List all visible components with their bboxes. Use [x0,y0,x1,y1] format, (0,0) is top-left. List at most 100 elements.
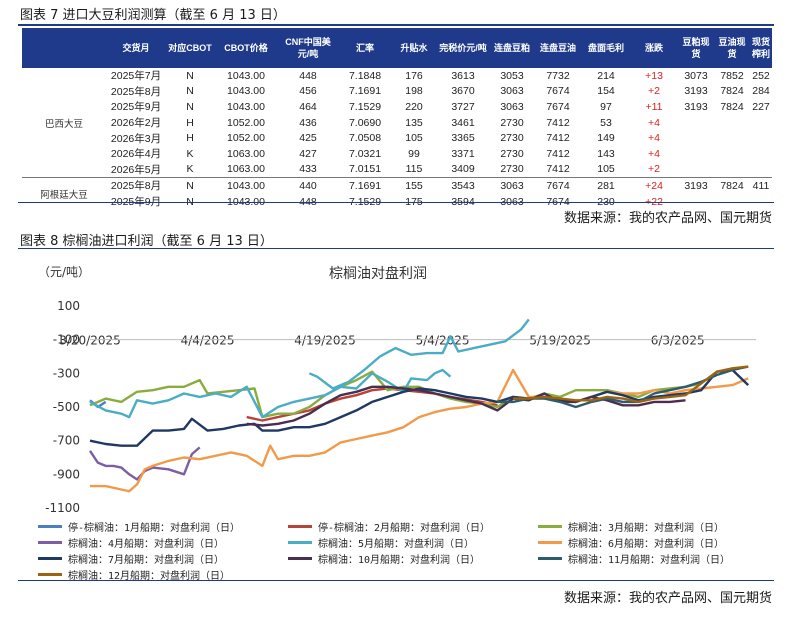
table-cell: N [166,194,214,210]
table-cell: 7674 [534,177,582,194]
table-cell: 433 [299,163,317,176]
soybean-profit-table: 交货月 对应CBOT CBOT价格 CNF中国美元/吨 汇率 升贴水 完税价元/吨 连盘豆粕连… [22,28,772,210]
table-cell: 2026年2月 [110,117,162,130]
legend-swatch [288,524,312,528]
origin-label: 阿根廷大豆 [22,177,106,210]
table-cell [750,162,772,178]
table-cell: 3594 [451,195,475,208]
table-cell: 7412 [546,147,570,160]
figure7-top-rule [18,24,774,26]
x-tick-label: 5/4/2025 [416,334,470,348]
table-cell: +11 [645,100,663,113]
legend-item: 棕榈油：10月船期：对盘利润（日） [288,550,480,566]
table-cell: 7412 [546,163,570,176]
table-cell: 1043.00 [227,100,265,113]
series-line [246,385,686,427]
series-line [89,368,750,447]
figure7-title: 图表 7 进口大豆利润测算（截至 6 月 13 日） [20,8,286,23]
table-cell: +4 [648,147,660,160]
table-cell: 7824 [720,85,744,98]
legend-item: 停-棕榈油：1月船期：对盘利润（日） [38,518,240,534]
table-cell: +2 [648,85,660,98]
table-cell: 3053 [500,69,524,82]
legend-label: 棕榈油：3月船期：对盘利润（日） [568,522,725,534]
table-cell: N [186,100,194,113]
x-tick-label: 3/20/2025 [59,334,121,348]
table-cell [678,130,714,146]
table-cell: 3063 [500,195,524,208]
table-cell: +22 [645,195,663,208]
column-header: CBOT价格 [214,28,278,68]
legend-item: 棕榈油：7月船期：对盘利润（日） [38,550,224,566]
table-cell: 456 [299,85,317,98]
table-cell: +2 [648,163,660,176]
table-cell: 176 [405,69,423,82]
figure7-source: 数据来源：我的农产品网、国元期货 [563,211,772,226]
series-line [89,368,452,419]
table-cell: 440 [278,177,338,194]
table-cell: +4 [648,116,660,129]
table-row: 2026年5月 K 1063.00 433 7.0151 115 3409 2730 7412 1… [22,162,772,178]
table-cell [750,130,772,146]
column-header: 连盘豆油 [534,28,582,68]
x-tick-label: 4/19/2025 [294,334,356,348]
table-cell: 464 [299,100,317,113]
x-tick-label: 6/3/2025 [651,334,705,348]
legend-item: 棕榈油：5月船期：对盘利润（日） [288,534,474,550]
table-row: 阿根廷大豆 2025年8月 N 1043.00 440 7.1691 155 3543 3063… [22,177,772,210]
table-cell: 3727 [451,100,475,113]
table-cell [714,115,750,131]
table-cell: 3063 [490,177,534,194]
table-cell: 448 [299,195,317,208]
table-row: 2026年4月 K 1063.00 427 7.0321 99 3371 2730 7412 14… [22,146,772,162]
column-header: 完税价元/吨 [436,28,490,68]
table-cell [750,146,772,162]
series-line [308,318,530,390]
table-cell: 281 [582,177,630,194]
table-cell: 2730 [500,163,524,176]
legend-swatch [38,572,62,576]
table-cell: 284 [752,85,770,98]
legend-item: 棕榈油：6月船期：对盘利润（日） [538,534,724,550]
table-cell: N [166,177,214,194]
table-cell: 1043.00 [214,177,278,194]
table-cell: 3409 [451,163,475,176]
legend-label: 棕榈油：10月船期：对盘利润（日） [318,554,481,566]
column-header: 豆粕现货 [678,28,714,68]
column-header: 对应CBOT [166,28,214,68]
table-cell: 1063.00 [227,163,265,176]
y-tick-label: -100 [53,333,80,347]
table-cell: 2026年4月 [110,148,162,161]
legend-swatch [538,524,562,528]
column-header: 涨跌 [630,28,678,68]
legend-label: 棕榈油：11月船期：对盘利润（日） [568,554,731,566]
legend-label: 棕榈油：12月船期：对盘利润（日） [68,570,231,582]
series-line [89,370,702,419]
table-cell: 3613 [451,69,475,82]
table-cell: 1052.00 [227,116,265,129]
legend-item: 停-棕榈油：2月船期：对盘利润（日） [288,518,490,534]
chart-title: 棕榈油对盘利润 [329,265,427,282]
x-tick-label: 5/19/2025 [529,334,591,348]
table-cell [678,146,714,162]
table-cell: N [186,69,194,82]
table-cell: 53 [600,116,612,129]
legend-label: 停-棕榈油：2月船期：对盘利润（日） [318,522,491,534]
table-header-row: 交货月 对应CBOT CBOT价格 CNF中国美元/吨 汇率 升贴水 完税价元/吨 连盘豆粕连… [22,28,772,68]
table-cell [714,146,750,162]
y-tick-label: 100 [57,299,80,313]
table-cell: 1043.00 [227,69,265,82]
table-cell: 7.1848 [348,69,382,82]
table-row: 巴西大豆 2025年7月 N 1043.00 448 7.1848 176 3613 3053 7… [22,68,772,130]
legend-label: 停-棕榈油：1月船期：对盘利润（日） [68,522,241,534]
table-cell: 7.1691 [338,177,392,194]
table-cell: H [186,116,194,129]
column-header: 盘面毛利 [582,28,630,68]
column-header: 现货榨利 [750,28,772,68]
legend-swatch [538,556,562,560]
table-row: 2025年9月N1043.004487.15291753594306376742… [22,194,772,210]
table-cell: 436 [299,116,317,129]
table-cell: 3543 [436,177,490,194]
legend-swatch [38,556,62,560]
column-header: 升贴水 [392,28,436,68]
